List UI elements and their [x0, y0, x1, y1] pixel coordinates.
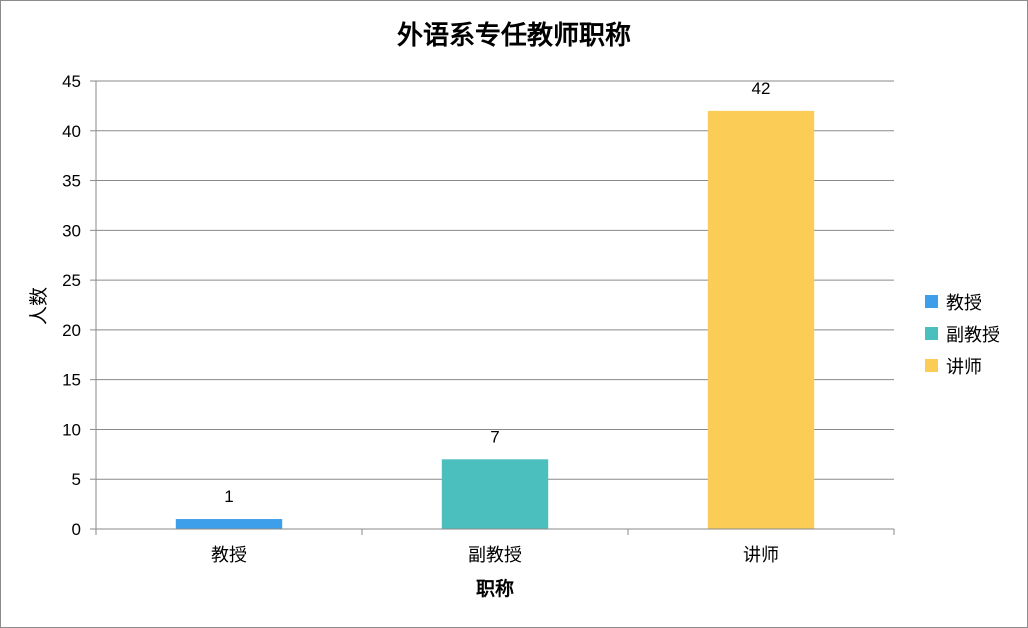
y-tick-label: 40	[62, 122, 81, 141]
y-tick-label: 20	[62, 321, 81, 340]
x-tick-label: 副教授	[468, 545, 522, 566]
data-label: 1	[224, 487, 233, 506]
y-tick-label: 45	[62, 72, 81, 91]
y-tick-labels: 0 5 10 15 20 25 30 35 40 45	[62, 72, 81, 539]
gridlines	[96, 80, 894, 480]
bar-2	[441, 459, 549, 529]
axes	[90, 80, 895, 535]
x-axis-title: 职称	[476, 577, 514, 600]
y-tick-label: 5	[72, 470, 81, 489]
bar-3	[707, 110, 815, 529]
legend-swatch	[925, 359, 938, 372]
data-label: 42	[752, 79, 771, 98]
bar-1	[175, 519, 283, 529]
legend-label: 讲师	[946, 357, 982, 378]
legend-label: 副教授	[946, 325, 1000, 346]
legend-swatch	[925, 327, 938, 340]
y-tick-label: 15	[62, 371, 81, 390]
x-tick-label: 讲师	[743, 545, 779, 566]
y-tick-label: 25	[62, 271, 81, 290]
y-tick-label: 35	[62, 172, 81, 191]
y-tick-label: 10	[62, 420, 81, 439]
y-axis-title: 人数	[28, 287, 50, 325]
y-tick-label: 0	[72, 520, 81, 539]
chart-title: 外语系专任教师职称	[397, 21, 631, 51]
x-tick-labels: 教授 副教授 讲师	[211, 545, 779, 566]
data-label: 7	[490, 427, 499, 446]
legend-swatch	[925, 295, 938, 308]
x-tick-label: 教授	[211, 545, 247, 566]
legend-label: 教授	[946, 293, 982, 314]
bars	[175, 110, 815, 529]
y-tick-label: 30	[62, 221, 81, 240]
